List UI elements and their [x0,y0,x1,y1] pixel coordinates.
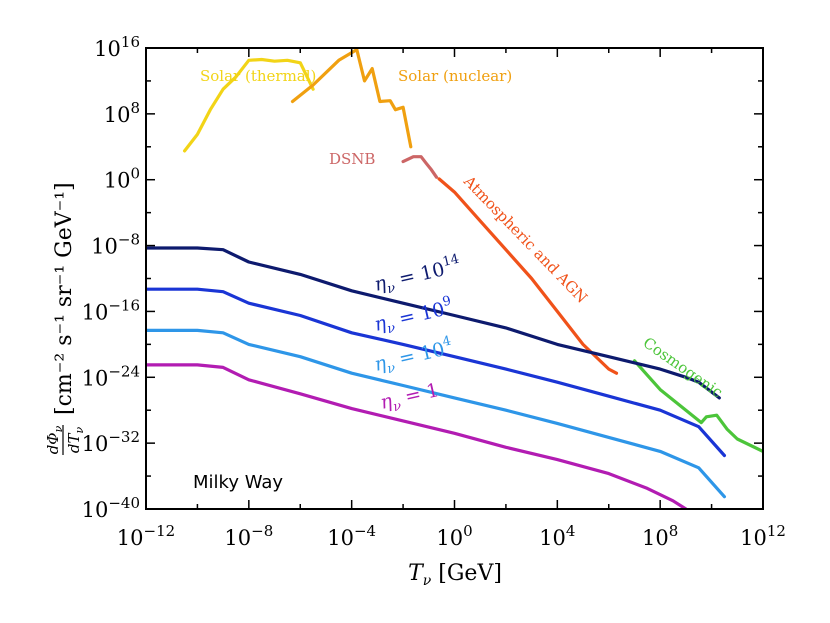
series-line-8 [146,363,688,509]
label-eta-1e14: ην = 1014 [372,252,464,300]
x-tick-label: 100 [436,522,472,550]
y-tick-label: 10−8 [91,231,140,259]
label-eta-1e9: ην = 109 [372,294,456,340]
label-eta-1: ην = 1 [378,379,442,418]
series-line-3 [437,177,619,375]
y-tick-label: 10−32 [82,428,140,456]
label-dsnb: DSNB [329,150,375,168]
y-tick-label: 10−40 [82,494,140,522]
series-line-1 [290,48,413,149]
label-solar-thermal: Solar (thermal) [200,67,316,85]
y-title-fraction-num: dΦν [44,425,65,454]
series-line-7 [146,328,726,499]
x-tick-label: 1012 [740,522,786,550]
label-solar-nuclear: Solar (nuclear) [398,67,512,85]
x-tick-label: 104 [539,522,575,550]
series-line-4 [632,359,763,453]
y-tick-label: 108 [104,99,140,127]
y-tick-label: 10−16 [82,296,140,324]
y-axis-title: dΦν dTν [cm⁻² s⁻¹ sr⁻¹ GeV⁻¹] [44,182,86,455]
series-line-2 [401,155,439,179]
panel-annotation: Milky Way [193,472,283,493]
plot-frame [145,47,764,510]
x-axis-title: Tν [GeV] [408,561,502,589]
series-line-6 [146,287,726,458]
tick-layer: 10−12 10−8 10−4 100 104 108 1012 10−40 10−32 10−2… [82,33,786,550]
x-tick-label: 10−4 [327,522,376,550]
y-tick-label: 1016 [94,33,140,61]
series-layer [146,48,763,509]
y-title-fraction-den: dTν [65,427,86,454]
y-title-unit: [cm⁻² s⁻¹ sr⁻¹ GeV⁻¹] [52,182,77,415]
series-line-0 [183,57,315,153]
x-tick-label: 108 [642,522,678,550]
y-tick-label: 10−24 [82,362,140,390]
y-tick-label: 100 [104,165,140,193]
label-atmospheric-agn: Atmospheric and AGN [459,172,591,307]
x-tick-label: 10−12 [117,522,175,550]
x-tick-label: 10−8 [224,522,273,550]
series-line-5 [146,246,721,400]
